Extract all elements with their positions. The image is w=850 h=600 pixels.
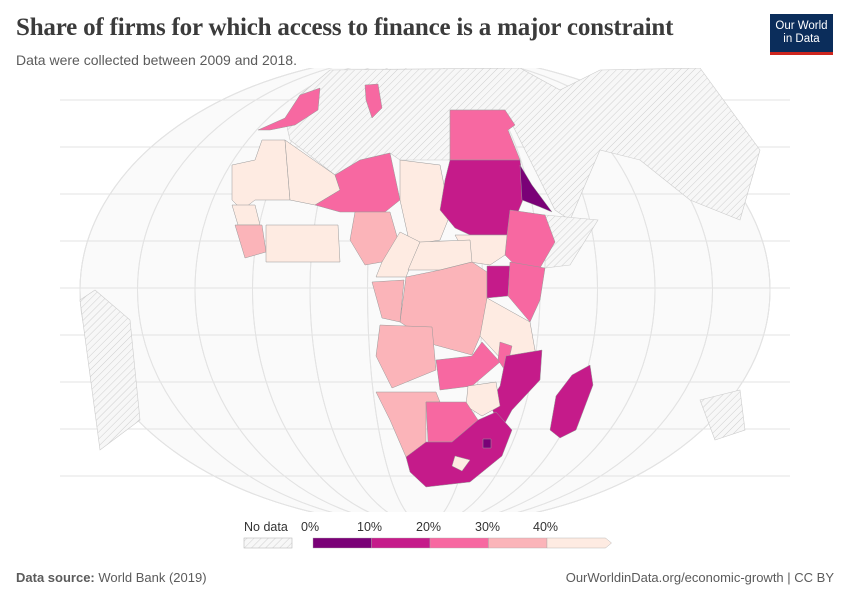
legend-tick-40: 40% (533, 520, 558, 534)
legend-tick-0: 0% (301, 520, 319, 534)
country-mozambique[interactable] (489, 349, 543, 433)
country-kenya[interactable] (507, 261, 546, 323)
source-value[interactable]: World Bank (2019) (98, 570, 207, 585)
legend-tick-20: 20% (416, 520, 441, 534)
source-label: Data source: (16, 570, 95, 585)
owid-logo[interactable]: Our World in Data (770, 14, 833, 55)
legend-no-data-swatch (243, 537, 293, 549)
legend-bin-1[interactable] (371, 537, 431, 549)
chart-title: Share of firms for which access to finan… (16, 14, 674, 41)
country-madagascar[interactable] (549, 364, 594, 439)
legend-bin-2[interactable] (429, 537, 489, 549)
country-west-coast[interactable] (265, 224, 341, 263)
data-source: Data source: World Bank (2019) (16, 570, 207, 585)
country-namibia[interactable] (375, 391, 441, 458)
country-eritrea[interactable] (519, 164, 553, 213)
legend-tick-30: 30% (475, 520, 500, 534)
country-eswatini[interactable] (482, 438, 492, 449)
legend-bin-4[interactable] (546, 537, 612, 549)
country-south-africa[interactable] (405, 411, 513, 488)
legend-bin-3[interactable] (488, 537, 548, 549)
country-lesotho[interactable] (451, 455, 471, 472)
legend-bin-0[interactable] (312, 537, 372, 549)
country-congo[interactable] (371, 279, 405, 323)
logo-line1: Our World (775, 20, 828, 32)
country-angola[interactable] (375, 324, 437, 389)
chart-subtitle: Data were collected between 2009 and 201… (16, 52, 297, 68)
country-morocco[interactable] (257, 87, 321, 131)
legend-tick-10: 10% (357, 520, 382, 534)
logo-line2: in Data (783, 33, 820, 45)
country-chad[interactable] (399, 159, 451, 246)
country-tunisia[interactable] (364, 83, 383, 119)
legend-no-data-label: No data (244, 520, 288, 534)
footer-url[interactable]: OurWorldinData.org/economic-growth | CC … (565, 570, 834, 585)
